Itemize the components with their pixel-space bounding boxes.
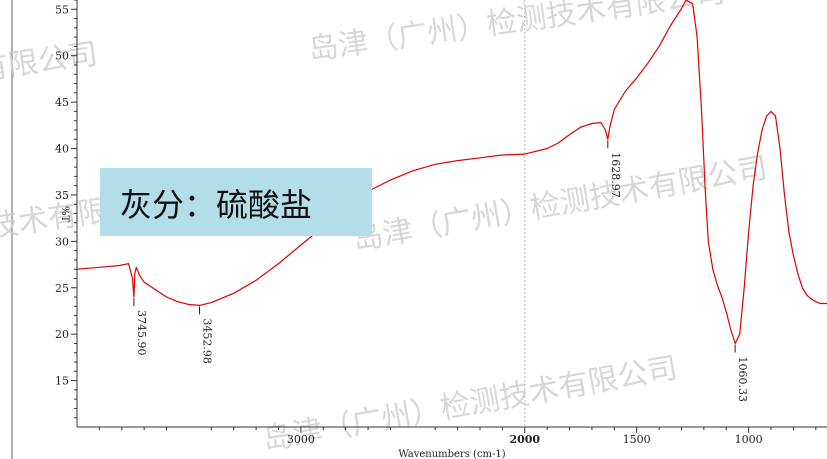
- annotation-text: 灰分：硫酸盐: [120, 186, 312, 224]
- y-tick-label: 20: [55, 328, 69, 341]
- peak-label: 3452.98: [200, 318, 213, 364]
- y-tick-label: 25: [55, 282, 69, 295]
- peaks-layer: 3745.90 3452.98 1628.97 1060.33: [133, 140, 749, 402]
- y-tick-label: 50: [55, 50, 69, 63]
- x-tick-label: 1500: [623, 433, 651, 446]
- peak-label: 3745.90: [135, 310, 148, 356]
- peak-label: 1628.97: [609, 152, 622, 198]
- ticks-layer: 15 20 25 30 35 40 45 50 55 3000 2000 1500 1000: [55, 0, 817, 446]
- x-tick-label: 3000: [287, 433, 315, 446]
- y-tick-label: 15: [55, 375, 69, 388]
- x-tick-label: 1000: [735, 433, 763, 446]
- peak-label: 1060.33: [736, 356, 749, 402]
- annotation-box: [100, 168, 372, 236]
- y-axis-title: %T: [59, 206, 70, 223]
- y-tick-label: 55: [55, 3, 69, 16]
- y-tick-label: 30: [55, 235, 69, 248]
- x-tick-label: 2000: [509, 433, 540, 446]
- y-tick-label: 35: [55, 189, 69, 202]
- annotation-banner: 灰分：硫酸盐: [100, 168, 372, 236]
- y-tick-label: 45: [55, 96, 69, 109]
- y-tick-label: 40: [55, 143, 69, 156]
- series-layer: [76, 0, 827, 345]
- x-axis-title: Wavenumbers (cm-1): [398, 449, 505, 459]
- spectrum-line: [76, 0, 827, 345]
